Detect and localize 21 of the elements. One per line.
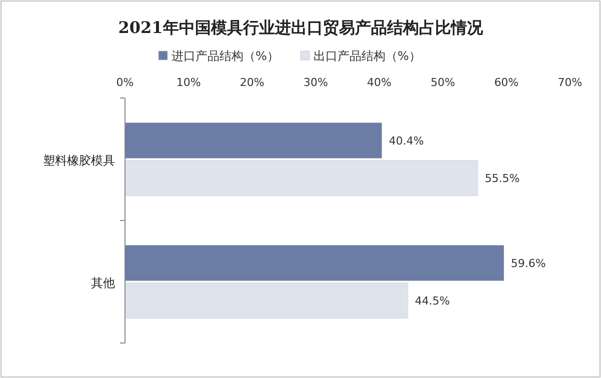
data-label: 40.4% — [388, 134, 424, 148]
bar — [125, 122, 382, 158]
data-label: 55.5% — [484, 172, 520, 186]
x-tick-label: 40% — [367, 76, 392, 89]
x-tick-label: 50% — [430, 76, 456, 89]
x-tick-label: 30% — [303, 76, 328, 89]
y-tick-label: 塑料橡胶模具 — [43, 153, 115, 168]
x-tick-label: 60% — [494, 76, 519, 89]
bar — [124, 160, 478, 196]
chart-title: 2021年中国模具行业进出口贸易产品结构占比情况 — [118, 18, 484, 37]
data-label: 59.6% — [510, 256, 546, 270]
x-tick-label: 10% — [176, 76, 201, 89]
bar — [125, 245, 504, 281]
bar — [124, 282, 408, 319]
y-tick-label: 其他 — [91, 276, 115, 290]
x-tick-label: 20% — [240, 76, 264, 89]
legend-label: 进口产品结构（%） — [172, 49, 279, 63]
data-label: 44.5% — [414, 294, 450, 308]
legend-label: 出口产品结构（%） — [314, 49, 421, 63]
x-tick-label: 0% — [116, 76, 134, 89]
x-tick-label: 70% — [558, 76, 582, 89]
